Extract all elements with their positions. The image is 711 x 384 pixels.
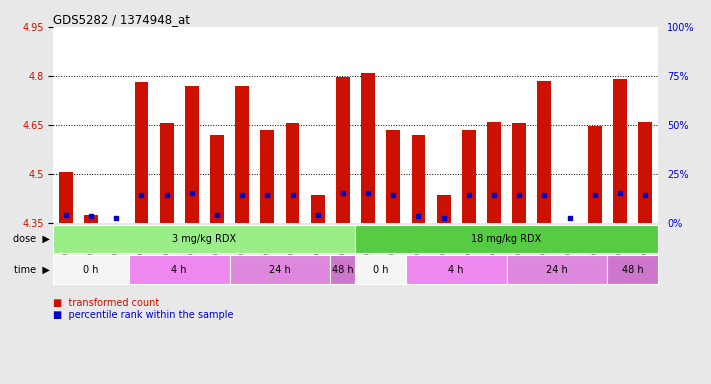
Bar	[286, 123, 299, 223]
Bar	[512, 123, 526, 223]
Bar	[356, 225, 658, 253]
Text: 48 h: 48 h	[332, 265, 353, 275]
Text: 0 h: 0 h	[373, 265, 388, 275]
Bar	[311, 195, 325, 223]
Bar	[336, 78, 350, 223]
Text: ■  percentile rank within the sample: ■ percentile rank within the sample	[53, 310, 234, 320]
Text: 18 mg/kg RDX: 18 mg/kg RDX	[471, 234, 542, 244]
Bar	[607, 255, 658, 284]
Text: 3 mg/kg RDX: 3 mg/kg RDX	[172, 234, 237, 244]
Bar	[506, 255, 607, 284]
Text: 24 h: 24 h	[546, 265, 568, 275]
Text: time  ▶: time ▶	[14, 265, 50, 275]
Bar	[462, 130, 476, 223]
Text: 4 h: 4 h	[449, 265, 464, 275]
Text: 48 h: 48 h	[621, 265, 643, 275]
Bar	[588, 126, 602, 223]
Bar	[638, 121, 652, 223]
Text: ■  transformed count: ■ transformed count	[53, 298, 159, 308]
Bar	[210, 134, 224, 223]
Bar	[406, 255, 506, 284]
Bar	[613, 79, 627, 223]
Text: 24 h: 24 h	[269, 265, 291, 275]
Bar	[361, 73, 375, 223]
Text: dose  ▶: dose ▶	[13, 234, 50, 244]
Bar	[437, 195, 451, 223]
Bar	[331, 255, 356, 284]
Text: 4 h: 4 h	[171, 265, 187, 275]
Text: 0 h: 0 h	[83, 265, 99, 275]
Bar	[260, 130, 274, 223]
Bar	[235, 86, 249, 223]
Bar	[356, 255, 406, 284]
Text: GDS5282 / 1374948_at: GDS5282 / 1374948_at	[53, 13, 191, 26]
Bar	[160, 123, 173, 223]
Bar	[109, 223, 123, 224]
Bar	[230, 255, 331, 284]
Bar	[386, 130, 400, 223]
Bar	[53, 225, 356, 253]
Bar	[538, 81, 551, 223]
Bar	[129, 255, 230, 284]
Bar	[53, 255, 129, 284]
Bar	[134, 82, 149, 223]
Bar	[185, 86, 199, 223]
Bar	[84, 215, 98, 223]
Bar	[412, 134, 425, 223]
Bar	[562, 223, 577, 224]
Bar	[59, 172, 73, 223]
Bar	[487, 121, 501, 223]
